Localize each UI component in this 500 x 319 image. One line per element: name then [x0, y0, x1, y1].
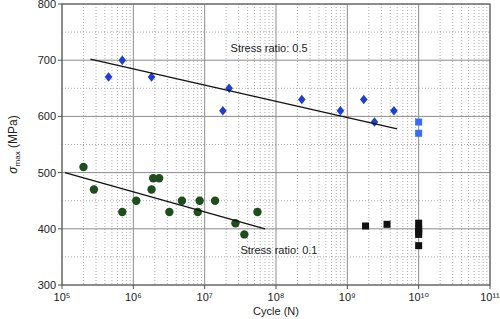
point — [415, 130, 422, 137]
minor-grid-line — [226, 4, 227, 285]
y-tick — [58, 4, 62, 5]
minor-grid-line — [310, 4, 311, 285]
axes: 10⁵ 10⁶ 10⁷ 10⁸ 10⁹ 10¹⁰ 10¹¹ 300 400 500 600 700 80… — [38, 0, 500, 303]
point — [390, 106, 398, 116]
point — [360, 95, 368, 105]
y-tick-label: 300 — [38, 279, 56, 291]
point — [219, 106, 227, 116]
point — [105, 72, 113, 82]
point — [178, 197, 186, 205]
grid-line — [347, 4, 348, 285]
point — [415, 119, 422, 126]
point — [298, 95, 306, 105]
minor-grid-line — [126, 4, 127, 285]
x-tick — [204, 285, 205, 289]
annotation: Stress ratio: 0.5 — [231, 42, 308, 54]
point — [132, 197, 140, 205]
minor-grid-line — [340, 4, 341, 285]
point — [415, 242, 422, 249]
point — [155, 174, 163, 182]
y-tick — [58, 116, 62, 117]
plot-frame — [62, 4, 490, 285]
y-tick-label: 800 — [38, 0, 56, 10]
grid-line — [204, 4, 205, 285]
minor-grid-line — [402, 4, 403, 285]
x-tick — [62, 285, 63, 289]
y-tick — [58, 172, 62, 173]
y-tick — [58, 228, 62, 229]
grid-line — [62, 60, 490, 61]
minor-grid-line — [468, 4, 469, 285]
point — [253, 208, 261, 216]
grid-line — [62, 116, 490, 117]
y-tick-label: 400 — [38, 223, 56, 235]
point — [384, 221, 391, 228]
y-tick — [58, 285, 62, 286]
x-tick — [276, 285, 277, 289]
minor-grid-line — [193, 4, 194, 285]
y-tick-label: 500 — [38, 167, 56, 179]
point — [90, 185, 98, 193]
x-tick — [490, 285, 491, 289]
trend-line — [65, 173, 265, 229]
minor-grid-line — [381, 4, 382, 285]
grid-line — [133, 4, 134, 285]
point — [195, 197, 203, 205]
annotation: Stress ratio: 0.1 — [240, 244, 317, 256]
minor-grid-line — [331, 4, 332, 285]
point — [415, 231, 422, 238]
point — [371, 117, 379, 127]
minor-grid-line — [397, 4, 398, 285]
y-tick-label: 600 — [38, 110, 56, 122]
minor-grid-line — [201, 4, 202, 285]
x-axis-label: Cycle (N) — [253, 305, 299, 317]
point — [165, 208, 173, 216]
point — [240, 230, 248, 238]
trend-line — [90, 59, 397, 129]
point — [362, 222, 369, 229]
x-tick-label: 10⁶ — [125, 291, 142, 303]
x-tick-label: 10⁷ — [197, 291, 213, 303]
x-tick — [418, 285, 419, 289]
x-tick-label: 10⁹ — [339, 291, 356, 303]
minor-grid-line — [486, 4, 487, 285]
point — [147, 185, 155, 193]
minor-grid-line — [117, 4, 118, 285]
y-tick-label: 700 — [38, 54, 56, 66]
point — [79, 163, 87, 171]
x-tick-label: 10⁵ — [54, 291, 71, 303]
grid-line — [62, 228, 490, 229]
minor-grid-line — [411, 4, 412, 285]
y-tick — [58, 60, 62, 61]
point — [118, 55, 126, 65]
grid — [62, 4, 490, 285]
point — [337, 106, 345, 116]
minor-grid-line — [111, 4, 112, 285]
x-tick — [347, 285, 348, 289]
chart: 10⁵ 10⁶ 10⁷ 10⁸ 10⁹ 10¹⁰ 10¹¹ 300 400 500 600 700 80… — [0, 0, 500, 319]
grid-line — [62, 172, 490, 173]
x-tick — [133, 285, 134, 289]
x-tick-label: 10¹¹ — [480, 291, 500, 303]
minor-grid-line — [130, 4, 131, 285]
x-tick-label: 10¹⁰ — [409, 291, 430, 303]
data — [65, 55, 422, 249]
point — [118, 208, 126, 216]
point — [211, 197, 219, 205]
y-axis-label: σmax (MPa) — [6, 115, 22, 173]
x-tick-label: 10⁸ — [268, 291, 285, 303]
background — [0, 0, 500, 319]
minor-grid-line — [318, 4, 319, 285]
